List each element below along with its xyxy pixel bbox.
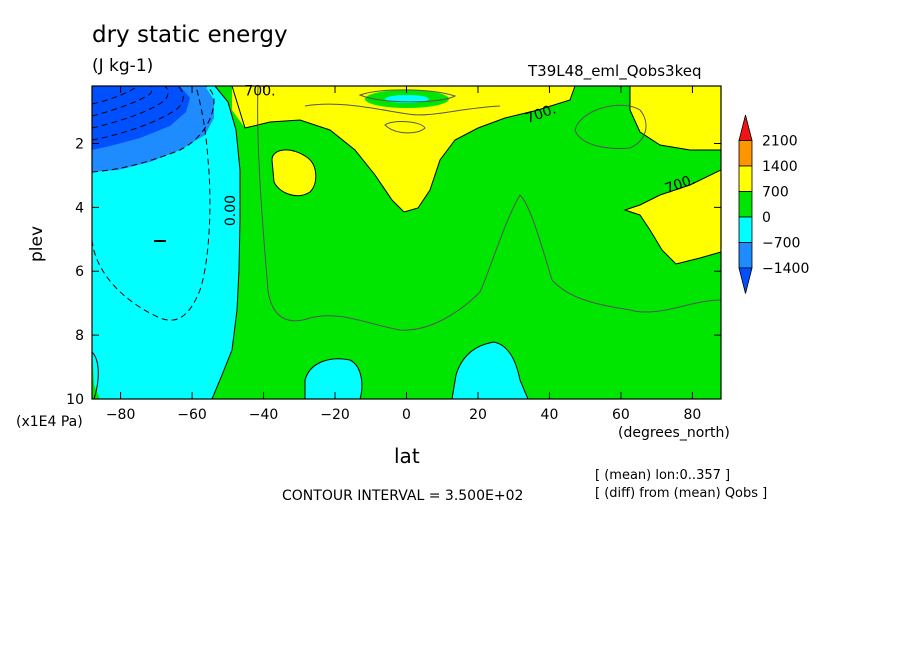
colorbar: 2100 1400 700 0 −700 −1400 (738, 114, 809, 294)
colorbar-label: −700 (762, 236, 800, 252)
y-tick-label: 2 (75, 136, 84, 152)
colorbar-segment (738, 216, 753, 243)
x-tick-label: 20 (469, 407, 487, 423)
x-tick-label: −80 (106, 407, 136, 423)
contour-label: 0.00 (223, 195, 239, 226)
region-neg700-0-lower-right (452, 342, 528, 399)
colorbar-segment (738, 191, 753, 218)
chart-title: dry static energy (92, 22, 288, 48)
region-700-1400-topright (630, 86, 721, 150)
diff-note: [ (diff) from (mean) Qobs ] (595, 486, 768, 501)
positive-contours (92, 86, 721, 399)
region-700-1400-right (625, 170, 721, 264)
y-tick-label: 10 (66, 392, 84, 408)
region-700-1400-blob (272, 149, 316, 196)
colorbar-label: −1400 (762, 261, 809, 277)
contour-interval: CONTOUR INTERVAL = 3.500E+02 (282, 488, 524, 504)
contour-field (92, 86, 721, 399)
x-tick-label: −20 (320, 407, 350, 423)
chart-units: (J kg-1) (92, 56, 154, 76)
region-neg-top (385, 95, 429, 103)
colorbar-segment (738, 165, 753, 192)
negative-contours (92, 86, 215, 321)
contour-label: 700. (244, 84, 275, 100)
x-tick-label: −40 (249, 407, 279, 423)
colorbar-segment (738, 267, 753, 294)
y-axis-unit: (x1E4 Pa) (16, 414, 83, 430)
colorbar-segment (738, 242, 753, 269)
x-axis-label: lat (394, 444, 420, 468)
colorbar-label: 0 (762, 210, 771, 226)
region-700-1400-central (232, 86, 575, 212)
x-tick-label: 40 (541, 407, 559, 423)
x-axis-unit: (degrees_north) (618, 425, 730, 441)
colorbar-label: 1400 (762, 159, 798, 175)
x-tick-label: 60 (612, 407, 630, 423)
colorbar-label: 2100 (762, 134, 798, 150)
run-name: T39L48_eml_Qobs3keq (528, 62, 702, 80)
x-tick-label: 0 (402, 407, 411, 423)
colorbar-segment (738, 114, 753, 141)
mean-note: [ (mean) lon:0..357 ] (595, 468, 731, 483)
colorbar-segment (738, 140, 753, 167)
x-ticks: −80 −60 −40 −20 0 20 40 60 80 (106, 86, 701, 423)
y-tick-label: 8 (75, 328, 84, 344)
region-neg700-0-lower-left (305, 358, 362, 399)
y-tick-label: 4 (75, 200, 84, 216)
colorbar-label: 700 (762, 185, 789, 201)
x-tick-label: −60 (177, 407, 207, 423)
y-ticks: 2 4 6 8 10 (66, 136, 721, 408)
x-tick-label: 80 (683, 407, 701, 423)
y-tick-label: 6 (75, 264, 84, 280)
